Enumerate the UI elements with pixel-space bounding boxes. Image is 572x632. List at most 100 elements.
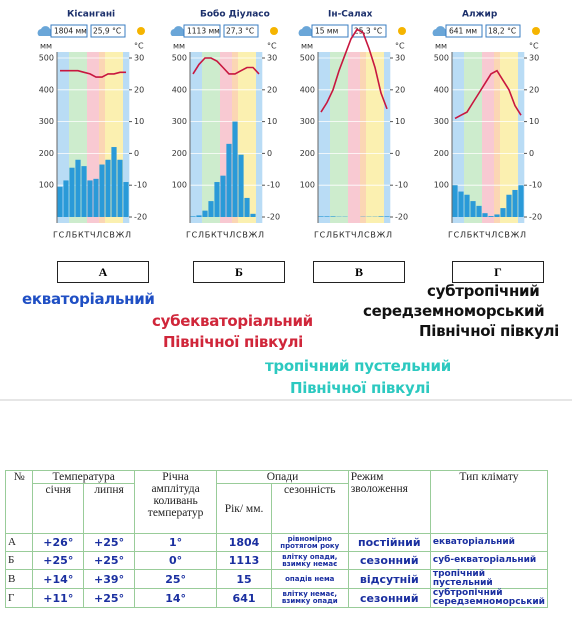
table-cell: сезонний [347, 588, 431, 608]
season-band [250, 52, 257, 223]
table-cell: 14° [133, 588, 218, 608]
label: тропічний пустельний [265, 357, 451, 375]
precip-bar [330, 216, 336, 217]
table-cell: влітку опади, взимку немає [270, 551, 349, 570]
unit: мм [40, 42, 52, 51]
season-band [63, 52, 70, 223]
y2-tick-label: -20 [395, 213, 408, 222]
precip-bar [117, 159, 123, 217]
header-cell: Режим зволоження [347, 470, 431, 534]
table-cell: 641 [216, 588, 272, 608]
season-band [81, 52, 88, 223]
table-cell: суб-екваторіальний [429, 551, 549, 570]
season-band [214, 52, 221, 223]
season-band [506, 52, 513, 223]
unit: °С [529, 42, 539, 51]
season-band [196, 52, 203, 223]
y-tick-label: 400 [39, 85, 54, 94]
table-cell: опадів нема [270, 569, 349, 589]
month-labels: ГСЛБКТЧЛСВЖЛ [53, 231, 131, 240]
unit: °С [267, 42, 277, 51]
sun-icon [137, 27, 145, 35]
y2-tick-label: 20 [395, 85, 405, 94]
precip-bar [63, 180, 69, 217]
y2-tick-label: 0 [267, 149, 272, 158]
y2-tick-label: 0 [529, 149, 534, 158]
season-band [488, 52, 495, 223]
season-band [342, 52, 349, 223]
precip-bar [318, 216, 324, 217]
info-box [183, 24, 221, 38]
y2-tick-label: -10 [134, 181, 147, 190]
season-band [372, 52, 379, 223]
y2-tick-label: 30 [529, 54, 539, 63]
season-band [366, 52, 373, 223]
precip-bar [202, 210, 208, 217]
table-cell: 1804 [216, 533, 272, 552]
y-tick-label: 300 [300, 117, 315, 126]
letter-box: Г [452, 261, 544, 283]
table-cell: тропічний пустельний [429, 569, 549, 589]
info-box [311, 24, 349, 38]
precip-bar [488, 216, 494, 217]
y2-tick-label: 30 [395, 54, 405, 63]
table-cell: В [4, 569, 34, 589]
unit: мм [301, 42, 313, 51]
letter-box: А [57, 261, 149, 283]
table-cell: 0° [133, 551, 218, 570]
precip-bar [196, 215, 202, 217]
season-band [226, 52, 233, 223]
precip-bar [81, 166, 87, 217]
season-band [458, 52, 465, 223]
precip-bar [238, 154, 244, 217]
season-band [111, 52, 118, 223]
y2-tick-label: -10 [395, 181, 408, 190]
precip-bar [250, 213, 256, 217]
precip-total: 641 мм [449, 27, 477, 36]
y2-tick-label: -20 [267, 213, 280, 222]
temp-mean: 25,3 °С [354, 27, 382, 36]
summary-table: № Температура Річна амплітуда коливань т… [4, 470, 549, 608]
precip-bar [518, 185, 524, 217]
sun-icon [398, 27, 406, 35]
info-box [223, 24, 259, 38]
y-tick-label: 500 [300, 54, 315, 63]
label: екваторіальний [22, 290, 155, 308]
table-cell: відсутній [347, 569, 431, 589]
label: субтропічний [427, 282, 540, 300]
info-box [485, 24, 521, 38]
y2-tick-label: -10 [529, 181, 542, 190]
season-band [220, 52, 227, 223]
season-band [105, 52, 112, 223]
season-band [87, 52, 94, 223]
precip-bar [476, 205, 482, 217]
y-tick-label: 400 [434, 85, 449, 94]
precip-bar [494, 214, 500, 217]
info-box [50, 24, 88, 38]
header-cell: Річна амплітуда коливань температур [133, 470, 218, 534]
unit: мм [435, 42, 447, 51]
header-cell: Рік/ мм. [216, 483, 272, 534]
season-band [378, 52, 385, 223]
precip-bar [500, 208, 506, 217]
table-cell: 1° [133, 533, 218, 552]
precip-bar [482, 213, 488, 217]
season-band [452, 52, 459, 223]
temp-line [320, 28, 388, 113]
y2-tick-label: -10 [267, 181, 280, 190]
precip-bar [470, 201, 476, 217]
sun-icon [270, 27, 278, 35]
city-name: Ін-Салах [328, 10, 373, 20]
precip-bar [464, 194, 470, 217]
temp-line [454, 69, 522, 120]
season-band [324, 52, 331, 223]
y-tick-label: 200 [39, 149, 54, 158]
table-cell: постійний [347, 533, 431, 552]
y-tick-label: 300 [434, 117, 449, 126]
season-band [518, 52, 525, 223]
y2-tick-label: 20 [267, 85, 277, 94]
season-band [500, 52, 507, 223]
season-band [354, 52, 361, 223]
